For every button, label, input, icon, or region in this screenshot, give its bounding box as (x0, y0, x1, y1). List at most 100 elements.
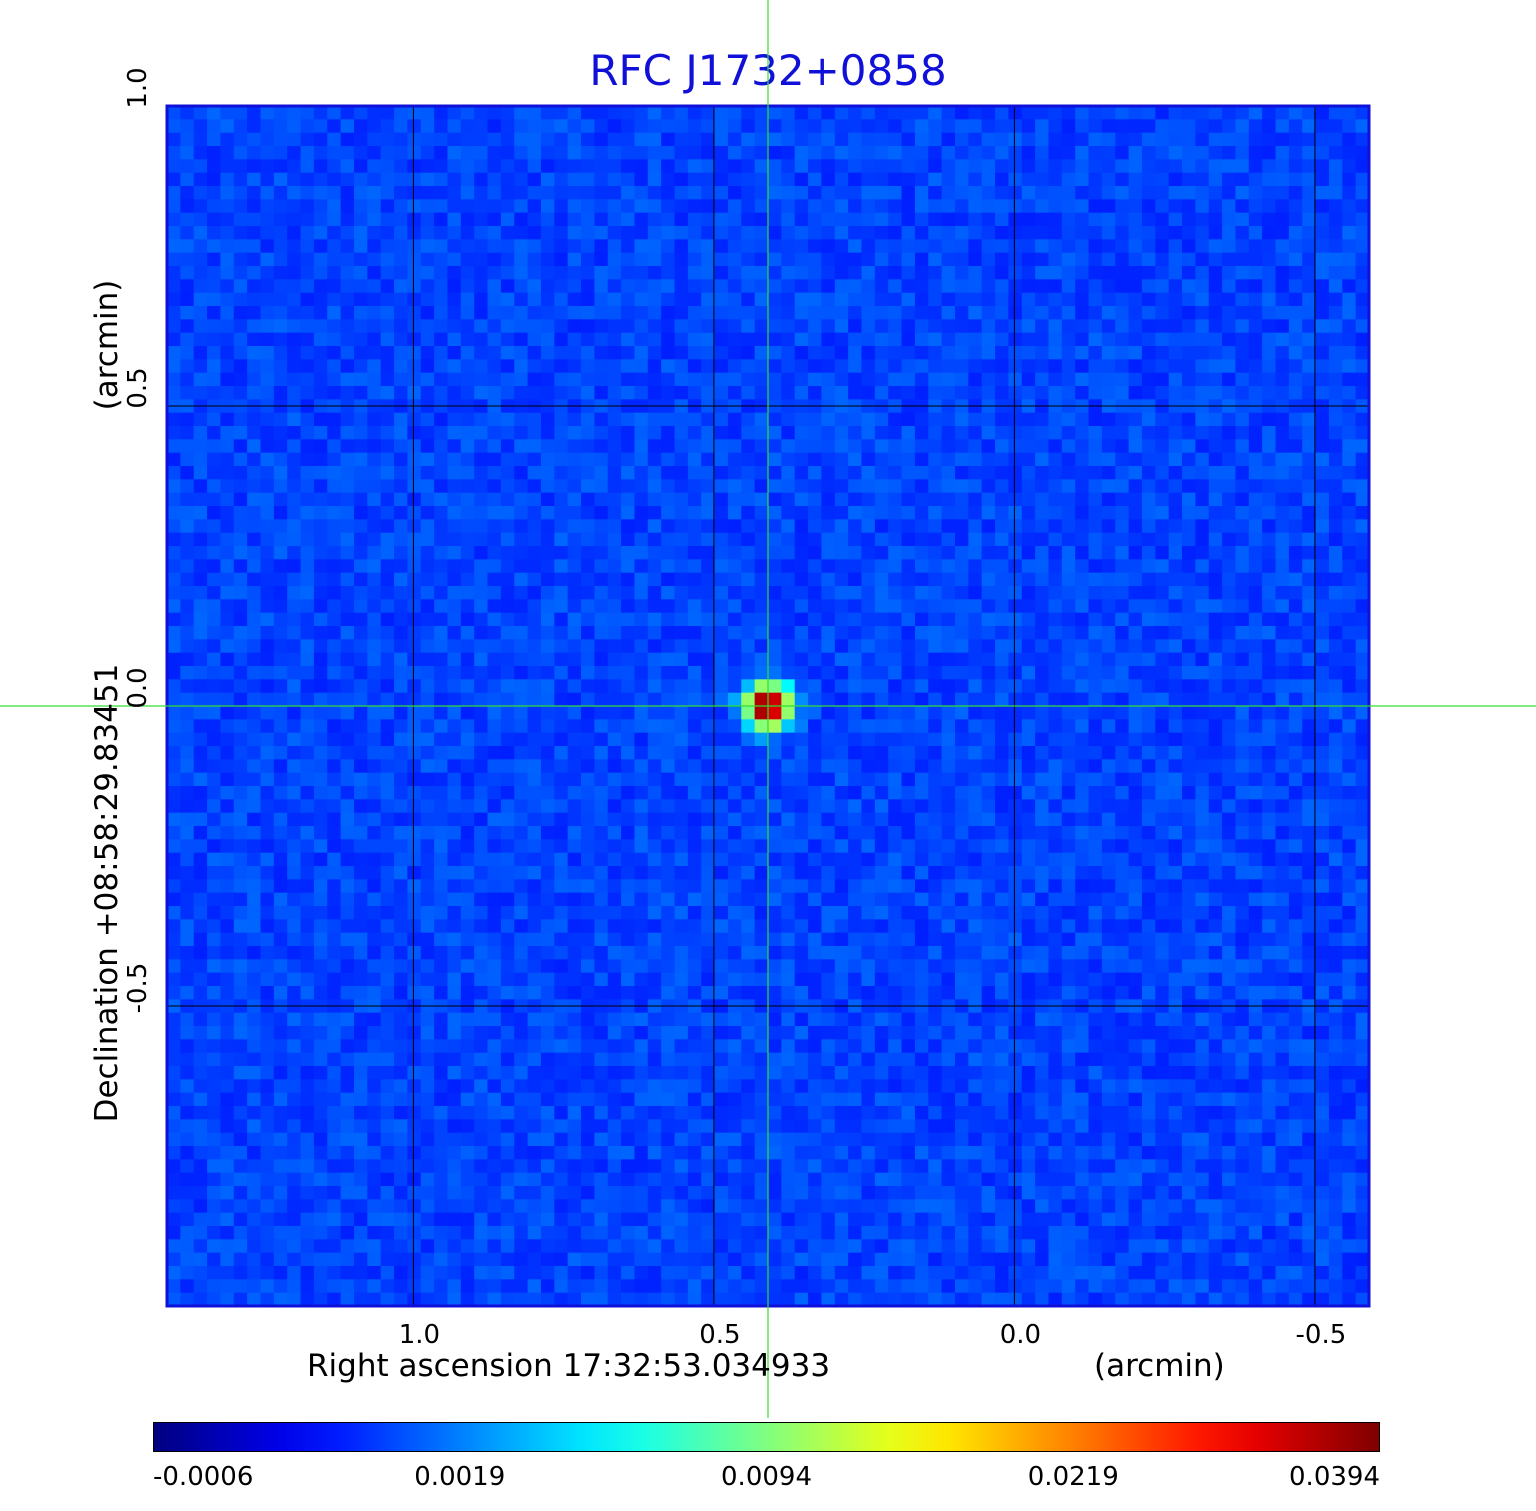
heatmap-cell (901, 652, 916, 667)
heatmap-cell (968, 492, 983, 507)
heatmap-cell (1342, 119, 1357, 134)
heatmap-cell (781, 452, 796, 467)
heatmap-cell (247, 586, 262, 600)
heatmap-cell (287, 199, 302, 214)
heatmap-cell (380, 786, 395, 800)
heatmap-cell (1128, 772, 1143, 787)
heatmap-cell (527, 839, 542, 854)
heatmap-cell (674, 359, 689, 374)
heatmap-cell (1328, 639, 1343, 654)
heatmap-cell (687, 346, 702, 360)
heatmap-cell (407, 346, 422, 360)
heatmap-cell (1128, 439, 1143, 454)
heatmap-cell (701, 186, 716, 200)
heatmap-cell (968, 266, 983, 280)
heatmap-cell (1035, 146, 1050, 160)
heatmap-cell (941, 466, 956, 480)
heatmap-cell (340, 506, 355, 520)
heatmap-cell (420, 359, 435, 374)
heatmap-cell (180, 586, 195, 600)
heatmap-cell (514, 132, 529, 147)
heatmap-cell (554, 412, 569, 427)
heatmap-cell (581, 412, 595, 427)
heatmap-cell (874, 612, 889, 627)
heatmap-cell (193, 799, 208, 814)
heatmap-cell (1168, 506, 1183, 520)
heatmap-cell (1035, 332, 1050, 347)
heatmap-cell (1302, 452, 1317, 467)
heatmap-cell (193, 292, 208, 307)
heatmap-cell (687, 239, 702, 254)
heatmap-cell (1315, 612, 1330, 627)
heatmap-cell (420, 786, 435, 800)
heatmap-cell (300, 559, 315, 574)
heatmap-cell (808, 292, 823, 307)
heatmap-cell (207, 759, 222, 774)
heatmap-cell (594, 546, 609, 560)
heatmap-cell (1141, 572, 1156, 587)
heatmap-cell (1168, 586, 1183, 600)
heatmap-cell (487, 586, 502, 600)
heatmap-cell (1262, 786, 1277, 800)
heatmap-cell (808, 799, 823, 814)
heatmap-cell (914, 119, 929, 134)
heatmap-cell (741, 159, 756, 174)
heatmap-cell (1035, 226, 1050, 240)
heatmap-cell (367, 746, 382, 760)
heatmap-cell (995, 466, 1009, 480)
heatmap-cell (247, 626, 262, 640)
heatmap-cell (621, 786, 636, 800)
heatmap-cell (714, 746, 729, 760)
heatmap-cell (594, 519, 609, 534)
heatmap-cell (1075, 439, 1090, 454)
heatmap-cell (581, 172, 595, 187)
heatmap-cell (861, 319, 876, 334)
heatmap-cell (607, 626, 622, 640)
heatmap-cell (220, 759, 235, 774)
heatmap-cell (273, 839, 288, 854)
heatmap-cell (714, 199, 729, 214)
heatmap-cell (1168, 106, 1183, 120)
heatmap-cell (313, 599, 328, 614)
heatmap-cell (500, 199, 515, 214)
heatmap-cell (434, 679, 449, 694)
heatmap-cell (420, 452, 435, 467)
heatmap-cell (1195, 226, 1210, 240)
heatmap-cell (540, 186, 555, 200)
heatmap-cell (1328, 119, 1343, 134)
heatmap-cell (500, 332, 515, 347)
heatmap-cell (1195, 732, 1210, 747)
heatmap-cell (1155, 412, 1170, 427)
heatmap-cell (647, 772, 662, 787)
heatmap-cell (981, 386, 996, 400)
heatmap-cell (447, 559, 462, 574)
heatmap-cell (808, 812, 823, 827)
heatmap-cell (1141, 359, 1156, 374)
heatmap-cell (674, 706, 689, 720)
heatmap-cell (768, 706, 782, 720)
heatmap-cell (1328, 439, 1343, 454)
heatmap-cell (447, 599, 462, 614)
heatmap-cell (394, 599, 408, 614)
heatmap-cell (621, 212, 636, 227)
heatmap-cell (420, 372, 435, 387)
heatmap-cell (220, 279, 235, 294)
heatmap-cell (1248, 599, 1263, 614)
heatmap-cell (1141, 786, 1156, 800)
heatmap-cell (621, 106, 636, 120)
heatmap-cell (1048, 826, 1063, 840)
heatmap-cell (380, 306, 395, 320)
heatmap-cell (834, 666, 849, 680)
heatmap-cell (754, 372, 769, 387)
heatmap-cell (1101, 359, 1116, 374)
heatmap-cell (954, 172, 969, 187)
heatmap-cell (808, 186, 823, 200)
heatmap-cell (914, 772, 929, 787)
heatmap-cell (514, 599, 529, 614)
heatmap-cell (540, 572, 555, 587)
heatmap-cell (1088, 572, 1103, 587)
heatmap-cell (287, 386, 302, 400)
heatmap-cell (527, 666, 542, 680)
heatmap-cell (313, 146, 328, 160)
heatmap-cell (1288, 212, 1303, 227)
